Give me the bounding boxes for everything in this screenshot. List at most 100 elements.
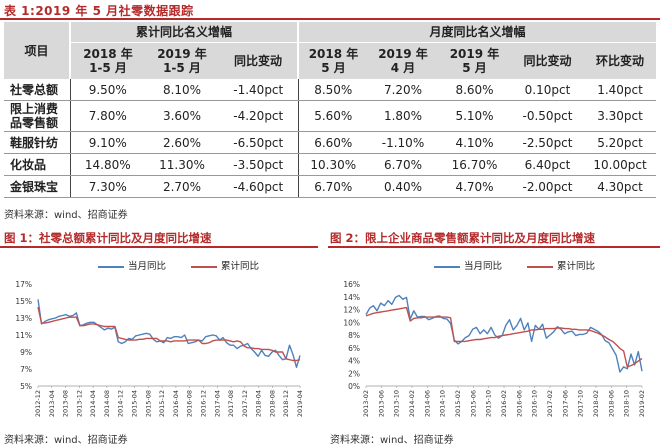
table-cell: 8.10%	[145, 79, 219, 101]
x-tick-label: 2018-12	[282, 390, 290, 417]
x-tick-label: 2018-04	[255, 390, 263, 417]
col-header-text: 2019 年 1-5 月	[157, 47, 207, 75]
table-cell: 6.40pct	[511, 153, 584, 176]
table-cell: 4.30pct	[584, 175, 657, 198]
table-source: 资料来源：wind、招商证券	[4, 210, 128, 221]
y-tick-label: 4%	[348, 357, 360, 366]
x-tick-label: 2019-04	[296, 390, 304, 417]
y-tick-label: 8%	[348, 331, 360, 340]
y-tick-label: 10%	[343, 318, 360, 327]
table-cell: -4.20pct	[219, 100, 298, 132]
col-header: 2019 年 1-5 月	[145, 42, 219, 79]
legend-label: 当月同比	[128, 261, 167, 272]
x-tick-label: 2013-06	[377, 390, 385, 417]
figure2-title-rule	[328, 246, 660, 248]
x-tick-label: 2013-02	[362, 390, 370, 417]
col-header-text: 2019 年 5 月	[449, 47, 500, 75]
x-tick-label: 2015-12	[158, 390, 166, 417]
table-row: 限上消费 品零售额 7.80% 3.60% -4.20pct 5.60% 1.80% 5.1…	[4, 100, 657, 132]
x-tick-label: 2017-12	[241, 390, 249, 417]
legend-label: 当月同比	[464, 261, 503, 272]
y-tick-label: 16%	[343, 280, 360, 289]
table-row: 化妆品 14.80% 11.30% -3.50pct 10.30% 6.70% 16.70%…	[4, 153, 657, 176]
legend-swatch	[527, 265, 554, 268]
table-cell: 9.10%	[69, 131, 145, 154]
x-tick-label: 2015-02	[454, 390, 462, 417]
y-tick-label: 2%	[348, 369, 360, 378]
y-tick-label: 9%	[20, 348, 32, 357]
legend-swatch	[434, 265, 460, 268]
y-tick-label: 14%	[343, 293, 360, 302]
x-tick-label: 2015-04	[131, 390, 139, 417]
x-tick-label: 2012-12	[34, 390, 42, 417]
table-cell: 0.10pct	[511, 79, 584, 101]
col-header-text: 2018 年 1-5 月	[83, 47, 133, 75]
x-tick-label: 2016-12	[199, 390, 207, 417]
x-tick-label: 2018-10	[623, 390, 631, 417]
table-cell: 4.70%	[438, 175, 511, 198]
legend-label: 累计同比	[557, 261, 596, 272]
legend-item-monthly: 当月同比	[434, 261, 502, 272]
table-cell: 8.50%	[297, 79, 368, 101]
legend-item-monthly: 当月同比	[98, 261, 166, 272]
y-tick-label: 0%	[348, 382, 360, 391]
x-tick-label: 2014-08	[103, 390, 111, 417]
table-cell: 3.60%	[145, 100, 219, 132]
legend-swatch	[191, 265, 218, 268]
col-header-text: 同比变动	[523, 54, 572, 68]
figure2-title: 图 2：限上企业商品零售额累计同比及月度同比增速	[330, 231, 596, 245]
x-tick-label: 2014-10	[439, 390, 447, 417]
table-cell: 9.50%	[69, 79, 145, 101]
figure1-source: 资料来源：wind、招商证券	[4, 435, 128, 446]
row-label: 社零总额	[4, 79, 70, 101]
table-cell: 2.70%	[145, 175, 219, 198]
row-label: 金银珠宝	[4, 175, 70, 198]
table-title-rule	[0, 18, 660, 20]
table-cell: 1.40pct	[584, 79, 657, 101]
retail-data-table: 项目 累计同比名义增幅 月度同比名义增幅 2018 年 1-5 月 2019 年…	[4, 22, 657, 198]
table-cell: 8.60%	[438, 79, 511, 101]
figure2-chart: 0% 2% 4% 6% 8% 10% 12% 14% 16% 2013-02 2013-06 2013…	[343, 280, 646, 417]
figure1-chart: 5% 7% 9% 11% 13% 15% 17% 2012-12 2013-04 2013-08 2…	[15, 280, 304, 417]
y-tick-label: 17%	[15, 280, 32, 289]
col-header: 环比变动	[584, 42, 657, 79]
x-tick-label: 2013-08	[62, 390, 70, 417]
table-cell: 1.80%	[368, 100, 438, 132]
header-group-monthly: 月度同比名义增幅	[296, 22, 657, 43]
table-row: 社零总额 9.50% 8.10% -1.40pct 8.50% 7.20% 8.60% 0.1…	[4, 79, 657, 101]
col-header: 同比变动	[219, 42, 298, 79]
col-header-text: 2018 年 5 月	[308, 47, 359, 75]
table-cell: 7.80%	[69, 100, 145, 132]
series-line-cumulative	[37, 306, 301, 362]
table-cell: 6.60%	[297, 131, 368, 154]
figure1-legend: 当月同比 累计同比	[98, 258, 281, 272]
table-cell: 0.40%	[368, 175, 438, 198]
table-row: 鞋服针纺 9.10% 2.60% -6.50pct 6.60% -1.10% 4.10% -2…	[4, 131, 657, 154]
header-group-cumulative: 累计同比名义增幅	[69, 22, 298, 43]
col-header: 2018 年 5 月	[297, 42, 368, 79]
x-tick-label: 2018-02	[592, 390, 600, 417]
table-cell: 4.10%	[438, 131, 511, 154]
table-cell: 5.20pct	[584, 131, 657, 154]
table-cell: -3.50pct	[219, 153, 298, 176]
table-cell: 6.70%	[297, 175, 368, 198]
legend-item-cumulative: 累计同比	[527, 261, 595, 272]
x-tick-label: 2017-02	[546, 390, 554, 417]
table-cell: -4.60pct	[219, 175, 298, 198]
col-header: 2018 年 1-5 月	[69, 42, 145, 79]
table-cell: 10.30%	[297, 153, 368, 176]
x-tick-label: 2016-08	[186, 390, 194, 417]
table-row: 金银珠宝 7.30% 2.70% -4.60pct 6.70% 0.40% 4.70% -2.…	[4, 175, 657, 198]
x-tick-label: 2015-06	[469, 390, 477, 417]
x-tick-label: 2015-10	[485, 390, 493, 417]
figure1-title-rule	[0, 246, 318, 248]
col-header-text: 同比变动	[233, 54, 282, 68]
x-tick-label: 2014-12	[117, 390, 125, 417]
legend-item-cumulative: 累计同比	[191, 261, 259, 272]
x-tick-label: 2016-02	[500, 390, 508, 417]
col-header: 2019 年 5 月	[438, 42, 511, 79]
series-line-monthly	[365, 294, 643, 373]
table-header-row-1: 项目 累计同比名义增幅 月度同比名义增幅	[4, 22, 657, 79]
x-tick-label: 2014-04	[89, 390, 97, 417]
table-cell: 7.30%	[69, 175, 145, 198]
